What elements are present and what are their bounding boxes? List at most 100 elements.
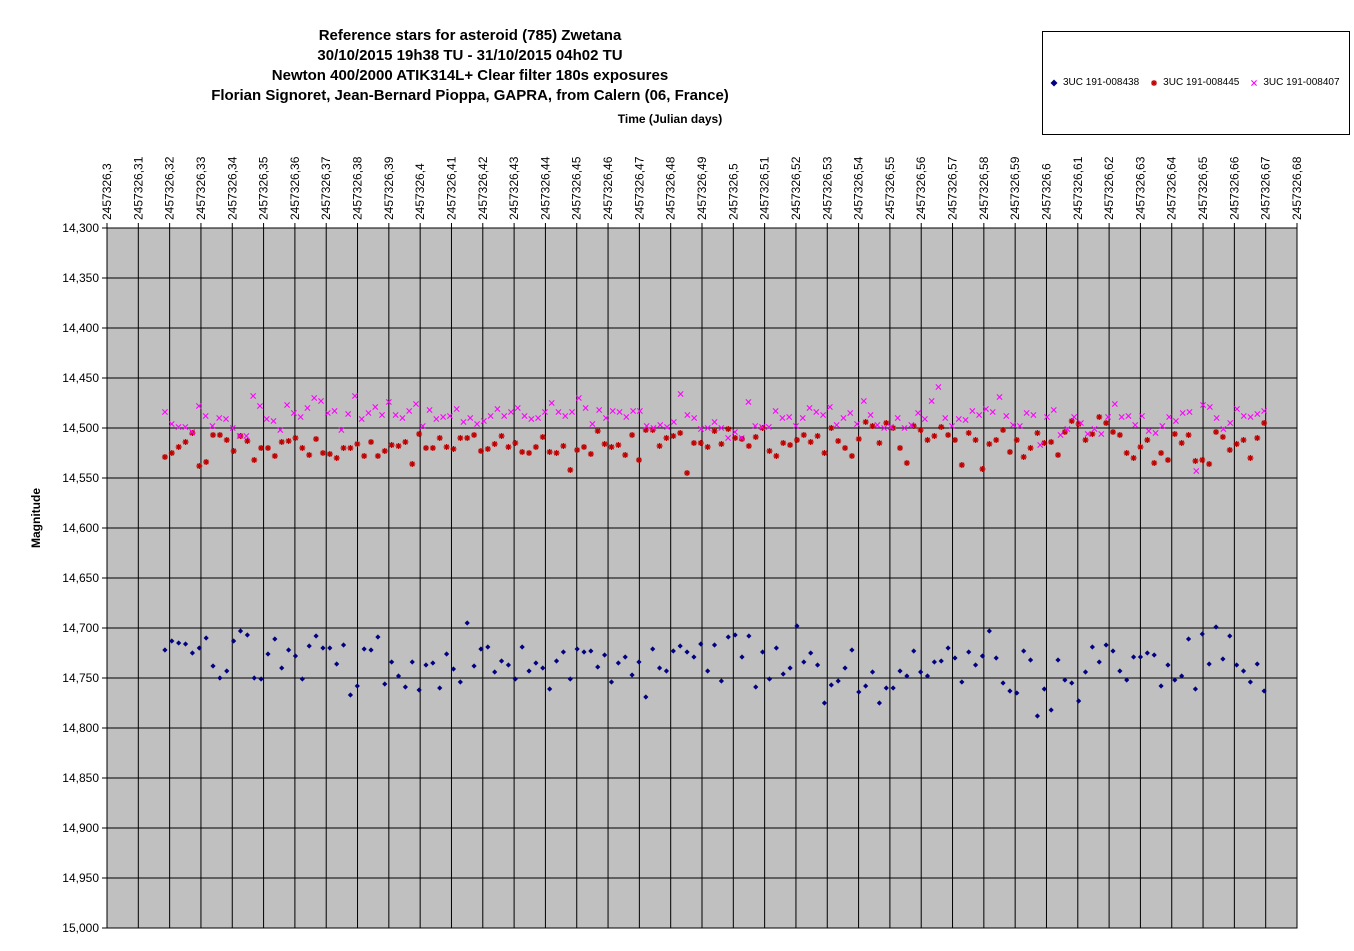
data-point [793, 437, 800, 443]
y-tick-label: 14,450 [62, 371, 99, 385]
data-point [402, 439, 409, 445]
data-point [492, 669, 498, 675]
data-point [894, 415, 901, 421]
data-point [677, 430, 684, 436]
data-point [1206, 404, 1213, 410]
data-point [1254, 411, 1261, 417]
data-point [608, 444, 615, 450]
data-point [976, 412, 983, 418]
data-point [1192, 686, 1199, 692]
data-point [271, 453, 278, 459]
data-point [835, 438, 842, 444]
x-tick-label: 2457326,68 [1290, 156, 1304, 220]
x-tick-label: 2457326,63 [1133, 156, 1147, 220]
data-point [814, 433, 821, 439]
data-point [1006, 449, 1013, 455]
data-point [1151, 460, 1158, 466]
data-point [1240, 437, 1247, 443]
data-point [801, 659, 807, 665]
data-point [725, 426, 732, 432]
data-point [986, 628, 992, 634]
data-point [1137, 654, 1144, 660]
data-point [587, 451, 594, 457]
data-point [284, 402, 291, 408]
x-tick-label: 2457326,34 [225, 156, 239, 220]
data-point [277, 427, 284, 433]
data-point [1010, 422, 1017, 428]
data-point [918, 669, 924, 675]
data-point [1261, 420, 1268, 426]
data-point [216, 415, 223, 421]
data-point [697, 426, 704, 432]
data-point [993, 437, 1000, 443]
data-point [787, 665, 793, 671]
data-point [1064, 426, 1071, 432]
data-point [406, 408, 413, 414]
y-tick-label: 14,750 [62, 671, 99, 685]
data-point [340, 445, 347, 451]
data-point [368, 439, 375, 445]
data-point [772, 408, 779, 414]
data-point [575, 395, 582, 401]
data-point [223, 437, 230, 443]
data-point [921, 416, 928, 422]
data-point [752, 434, 759, 440]
data-point [663, 435, 670, 441]
data-point [494, 406, 501, 412]
data-point [361, 646, 367, 652]
data-point [161, 409, 168, 415]
data-point [1200, 402, 1207, 408]
data-point [416, 687, 422, 693]
data-point [168, 421, 175, 427]
data-point [874, 422, 881, 428]
data-point [1096, 659, 1102, 665]
data-point [567, 676, 573, 682]
data-point [928, 398, 935, 404]
data-point [1233, 441, 1240, 447]
data-point [1166, 414, 1173, 420]
x-tick-label: 2457326,61 [1071, 156, 1085, 220]
data-point [474, 421, 481, 427]
data-point [426, 407, 433, 413]
data-point [860, 398, 867, 404]
data-point [487, 413, 494, 419]
x-tick-label: 2457326,32 [163, 156, 177, 220]
data-point [460, 419, 467, 425]
data-point [1016, 423, 1023, 429]
data-point [1000, 427, 1007, 433]
data-point [731, 429, 738, 435]
data-point [365, 410, 372, 416]
data-point [443, 444, 450, 450]
data-point [230, 448, 237, 454]
data-point [464, 435, 471, 441]
data-point [589, 421, 596, 427]
data-point [904, 673, 910, 679]
data-point [949, 423, 955, 429]
data-point [820, 412, 827, 418]
data-point [1041, 440, 1048, 446]
data-point [1234, 662, 1240, 668]
data-point [931, 659, 937, 665]
data-point [732, 632, 738, 638]
y-tick-label: 14,800 [62, 721, 99, 735]
y-tick-label: 14,650 [62, 571, 99, 585]
x-tick-label: 2457326,53 [820, 156, 834, 220]
data-point [780, 671, 786, 677]
data-point [635, 457, 642, 463]
data-point [203, 635, 209, 641]
data-point [1130, 654, 1137, 660]
data-point [540, 665, 546, 671]
data-point [505, 444, 512, 450]
data-point [169, 638, 175, 644]
data-point [416, 431, 423, 437]
data-point [924, 437, 931, 443]
data-point [917, 427, 924, 433]
data-point [855, 436, 862, 442]
data-point [684, 649, 690, 655]
data-point [258, 445, 265, 451]
data-point [915, 410, 922, 416]
data-point [433, 416, 440, 422]
data-point [519, 644, 525, 650]
data-point [189, 650, 196, 656]
y-tick-label: 14,900 [62, 821, 99, 835]
